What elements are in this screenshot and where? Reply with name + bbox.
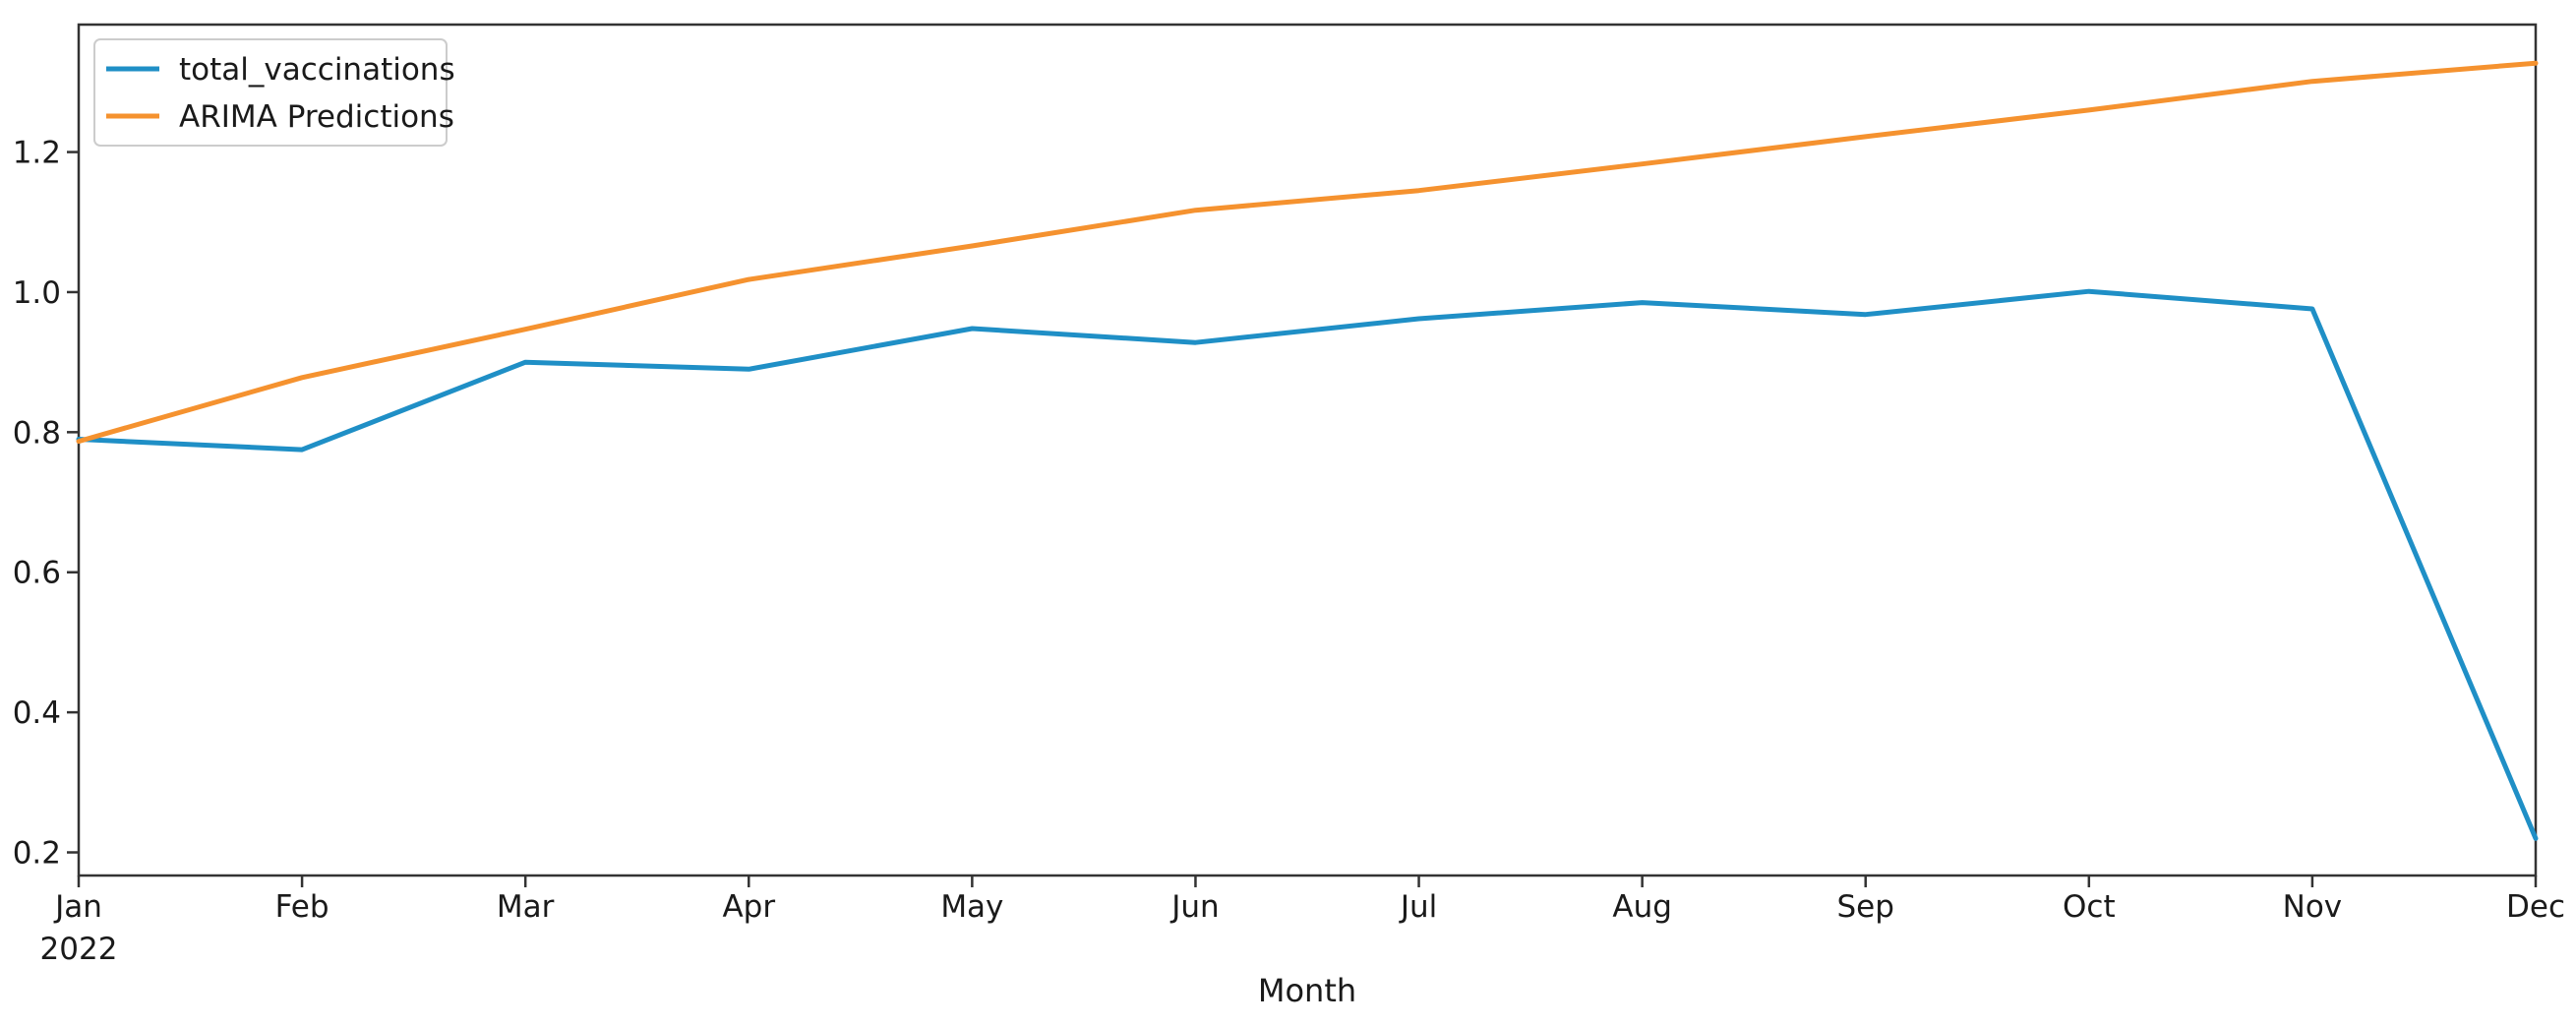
x-axis: Jan Feb Mar Apr May Jun Jul Aug Sep Oct Nov Dec 2022: [40, 876, 2565, 967]
plot-frame: [77, 23, 2538, 877]
series-line-arima-predictions: [76, 60, 2539, 445]
x-tick-label: Mar: [497, 889, 555, 925]
y-axis: 0.2 0.4 0.6 0.8 1.0 1.2: [13, 136, 79, 872]
legend: total_vaccinations ARIMA Predictions: [93, 38, 455, 147]
x-tick-label: Aug: [1612, 889, 1672, 925]
x-tick-label: Oct: [2063, 889, 2116, 925]
x-tick-label: Dec: [2506, 889, 2565, 925]
y-tick-label: 0.2: [13, 836, 61, 872]
x-axis-title: Month: [1258, 972, 1356, 1009]
legend-box: [93, 38, 448, 147]
x-tick-label: Jun: [1169, 889, 1219, 925]
y-tick-label: 0.4: [13, 695, 61, 731]
series-lines: [76, 60, 2539, 841]
legend-label: ARIMA Predictions: [179, 99, 454, 135]
x-tick-label: May: [940, 889, 1003, 925]
y-tick-label: 1.0: [13, 275, 61, 311]
legend-label: total_vaccinations: [179, 52, 455, 88]
x-tick-label: Jul: [1399, 889, 1437, 925]
series-line-total-vaccinations: [76, 288, 2539, 841]
x-tick-label: Feb: [275, 889, 329, 925]
x-year-label: 2022: [40, 932, 118, 967]
x-tick-label: Sep: [1837, 889, 1894, 925]
y-tick-label: 0.8: [13, 415, 61, 451]
x-tick-label: Apr: [722, 889, 775, 925]
x-tick-label: Jan: [53, 889, 102, 925]
x-tick-label: Nov: [2283, 889, 2343, 925]
y-tick-label: 1.2: [13, 136, 61, 171]
y-tick-label: 0.6: [13, 556, 61, 591]
